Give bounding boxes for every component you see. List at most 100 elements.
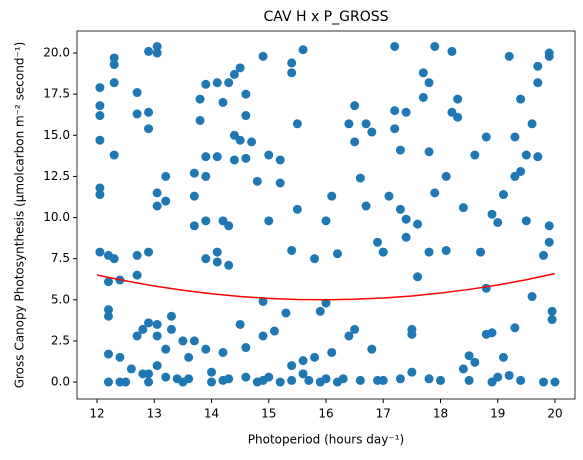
point [413, 219, 423, 229]
point [407, 367, 417, 377]
point [390, 124, 400, 134]
y-tick-label: 17.5 [43, 87, 70, 101]
fit-line [96, 272, 556, 301]
point [218, 347, 228, 357]
point [229, 69, 239, 79]
point [218, 97, 228, 107]
point [258, 296, 268, 306]
point [103, 349, 113, 359]
point [298, 356, 308, 366]
x-tick-label: 16 [318, 407, 333, 421]
point [430, 41, 440, 51]
point [212, 152, 222, 162]
point [95, 135, 105, 145]
point [504, 370, 514, 380]
point [304, 375, 314, 385]
point [201, 171, 211, 181]
point [424, 247, 434, 257]
point [264, 150, 274, 160]
point [95, 247, 105, 257]
point [378, 375, 388, 385]
point [350, 324, 360, 334]
point [189, 336, 199, 346]
point [252, 176, 262, 186]
point [373, 237, 383, 247]
x-axis-label: Photoperiod (hours day⁻¹) [248, 433, 404, 447]
point [224, 260, 234, 270]
point [189, 168, 199, 178]
point [516, 375, 526, 385]
point [224, 221, 234, 231]
point [292, 204, 302, 214]
point [235, 319, 245, 329]
point [264, 372, 274, 382]
point [109, 60, 119, 70]
point [212, 257, 222, 267]
point [544, 221, 554, 231]
y-tick-label: 15.0 [43, 128, 70, 142]
point [275, 377, 285, 387]
point [498, 352, 508, 362]
point [241, 89, 251, 99]
point [212, 78, 222, 88]
point [344, 119, 354, 129]
point [447, 46, 457, 56]
point [95, 183, 105, 193]
point [516, 166, 526, 176]
point [493, 217, 503, 227]
x-tick-label: 20 [547, 407, 562, 421]
point [109, 53, 119, 63]
point [401, 214, 411, 224]
point [121, 377, 131, 387]
point [504, 51, 514, 61]
point [281, 308, 291, 318]
point [229, 155, 239, 165]
point [292, 119, 302, 129]
point [418, 92, 428, 102]
x-tick-label: 12 [89, 407, 104, 421]
point [441, 245, 451, 255]
point [550, 377, 560, 387]
point [189, 191, 199, 201]
point [487, 328, 497, 338]
point [201, 152, 211, 162]
point [144, 369, 154, 379]
point [361, 201, 371, 211]
point [95, 101, 105, 111]
point [510, 132, 520, 142]
point [298, 369, 308, 379]
point [378, 247, 388, 257]
point [95, 111, 105, 121]
y-tick-label: 20.0 [43, 46, 70, 60]
point [355, 375, 365, 385]
point [441, 171, 451, 181]
point [247, 137, 257, 147]
point [533, 78, 543, 88]
point [152, 41, 162, 51]
point [384, 191, 394, 201]
point [109, 254, 119, 264]
point [241, 343, 251, 353]
y-tick-label: 12.5 [43, 169, 70, 183]
point [103, 377, 113, 387]
point [327, 347, 337, 357]
point [476, 247, 486, 257]
point [152, 361, 162, 371]
point [315, 306, 325, 316]
point [516, 94, 526, 104]
point [207, 367, 217, 377]
point [184, 352, 194, 362]
point [144, 377, 154, 387]
point [207, 377, 217, 387]
x-tick-label: 14 [204, 407, 219, 421]
point [395, 145, 405, 155]
point [539, 250, 549, 260]
point [189, 221, 199, 231]
x-tick-label: 18 [433, 407, 448, 421]
point [161, 196, 171, 206]
point [424, 374, 434, 384]
point [132, 88, 142, 98]
point [144, 46, 154, 56]
point [321, 298, 331, 308]
